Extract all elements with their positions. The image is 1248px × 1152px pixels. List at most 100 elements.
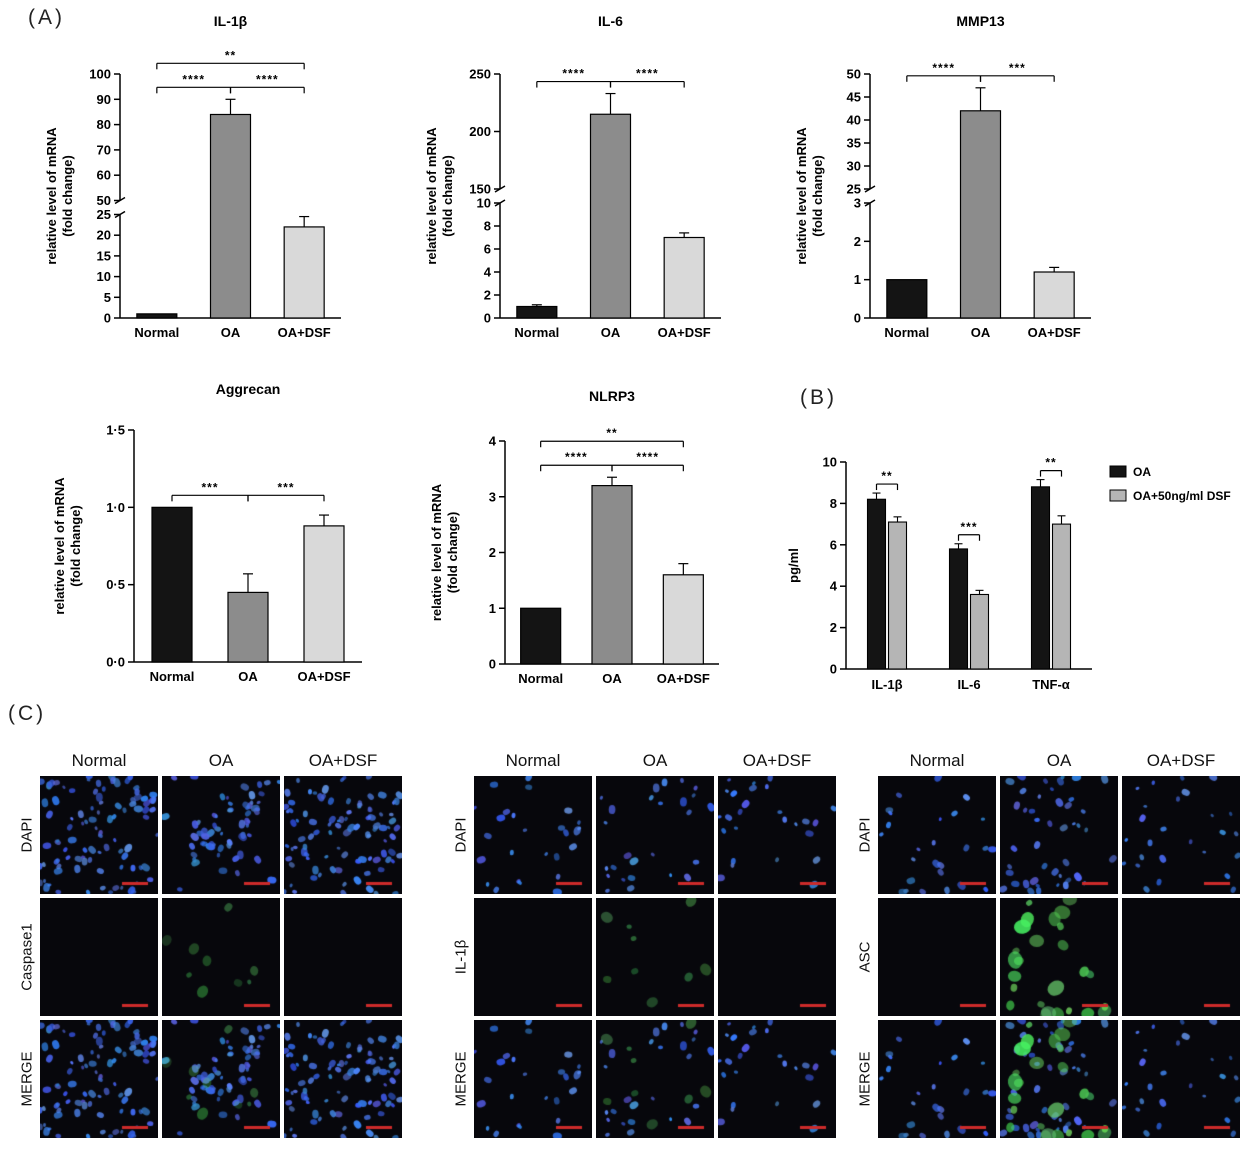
svg-text:1: 1 [489, 601, 496, 616]
micro-image-il1-oadsf [718, 898, 836, 1016]
micro-image-merge-oa [596, 1020, 714, 1138]
micro-row-label: ASC [852, 898, 878, 1016]
svg-text:MMP13: MMP13 [956, 13, 1004, 29]
svg-text:Normal: Normal [518, 671, 563, 686]
svg-text:****: **** [256, 72, 279, 86]
micro-image-dapi-oa [596, 776, 714, 894]
svg-text:Normal: Normal [150, 669, 195, 684]
svg-text:IL-6: IL-6 [957, 677, 980, 692]
svg-text:relative level of mRNA: relative level of mRNA [52, 477, 67, 615]
micro-row: MERGE [852, 1020, 1244, 1138]
micro-image-dapi-oadsf [718, 776, 836, 894]
svg-text:30: 30 [847, 159, 861, 174]
svg-text:relative level of mRNA: relative level of mRNA [424, 127, 439, 265]
micro-grid-2: Normal OA OA+DSF DAPI ASC MERGE [852, 743, 1244, 1142]
micro-image-dapi-normal [474, 776, 592, 894]
svg-text:90: 90 [97, 92, 111, 107]
svg-text:4: 4 [484, 265, 492, 280]
micro-row-label: Caspase1 [14, 898, 40, 1016]
svg-text:***: *** [960, 520, 977, 534]
micro-row-label-text: ASC [856, 941, 874, 973]
micro-row-label: DAPI [14, 776, 40, 894]
micro-row: IL-1β [448, 898, 840, 1016]
svg-text:150: 150 [469, 182, 491, 197]
micro-row-label: IL-1β [448, 898, 474, 1016]
svg-text:**: ** [225, 48, 236, 62]
svg-text:3: 3 [854, 196, 861, 211]
micro-image-merge-normal [474, 1020, 592, 1138]
svg-text:0: 0 [830, 662, 837, 677]
micro-image-asc-oa [1000, 898, 1118, 1016]
svg-text:IL-1β: IL-1β [871, 677, 902, 692]
micro-row-label: MERGE [852, 1020, 878, 1138]
legend-label-1: OA+50ng/ml DSF [1133, 489, 1231, 503]
chart-il1b: 0 5 10 15 20 25 50 60 70 80 90 100 IL-1β relative lev… [40, 10, 355, 362]
svg-text:4: 4 [830, 579, 838, 594]
svg-text:3: 3 [489, 489, 496, 504]
svg-text:0·0: 0·0 [106, 655, 125, 670]
micro-row-label: DAPI [852, 776, 878, 894]
chart-elisa-grouped: 0 2 4 6 8 10 pg/ml IL-1β IL-6 TNF-α ** *** ** OA OA+50… [782, 418, 1242, 713]
svg-text:45: 45 [847, 90, 861, 105]
svg-text:6: 6 [484, 242, 491, 257]
svg-text:***: *** [201, 480, 218, 494]
svg-text:10: 10 [97, 269, 111, 284]
micro-row-label-text: MERGE [856, 1051, 874, 1107]
micro-row: MERGE [448, 1020, 840, 1138]
legend-label-0: OA [1133, 465, 1151, 479]
svg-text:15: 15 [97, 248, 111, 263]
micro-image-il1-normal [474, 898, 592, 1016]
micro-image-asc-normal [878, 898, 996, 1016]
svg-text:IL-1β: IL-1β [214, 13, 248, 29]
svg-text:60: 60 [97, 168, 111, 183]
chart-canvas-nlrp3: 0 1 2 3 4 NLRP3 relative level of mRNA (fold ch… [429, 388, 719, 686]
panel-c-label: (C) [8, 702, 47, 725]
svg-text:35: 35 [847, 136, 861, 151]
micro-image-caspase1-normal [40, 898, 158, 1016]
svg-text:8: 8 [830, 496, 837, 511]
svg-text:****: **** [562, 67, 585, 81]
svg-text:Aggrecan: Aggrecan [216, 381, 281, 397]
panel-b-label: (B) [800, 386, 837, 409]
chart-mmp13: 0 1 2 3 25 30 35 40 45 50 MMP13 relative level of m… [790, 10, 1105, 362]
svg-text:70: 70 [97, 142, 111, 157]
svg-text:OA+DSF: OA+DSF [297, 669, 350, 684]
svg-text:200: 200 [469, 124, 491, 139]
micro-image-caspase1-oa [162, 898, 280, 1016]
micro-image-dapi-normal [40, 776, 158, 894]
svg-text:(fold change): (fold change) [68, 505, 83, 587]
svg-text:25: 25 [847, 182, 861, 197]
micro-row-label: DAPI [448, 776, 474, 894]
svg-text:100: 100 [89, 67, 111, 82]
svg-text:4: 4 [489, 434, 497, 449]
chart-canvas-aggrecan: 0·0 0·5 1·0 1·5 Aggrecan relative level of mR… [52, 381, 362, 684]
micro-image-merge-oadsf [1122, 1020, 1240, 1138]
micro-row-label-text: MERGE [452, 1051, 470, 1107]
svg-text:OA: OA [971, 325, 991, 340]
micro-grid-1: Normal OA OA+DSF DAPI IL-1β MERGE [448, 743, 840, 1142]
svg-text:10: 10 [823, 455, 837, 470]
chart-il6: 0 2 4 6 8 10 150 200 250 IL-6 relative level of mR… [420, 10, 735, 362]
svg-text:relative level of mRNA: relative level of mRNA [794, 127, 809, 265]
svg-text:***: *** [1009, 61, 1026, 75]
micro-column-label: Normal [909, 751, 965, 770]
svg-text:OA: OA [238, 669, 258, 684]
svg-text:OA+DSF: OA+DSF [1028, 325, 1081, 340]
svg-text:****: **** [636, 450, 659, 464]
micro-row-label-text: DAPI [452, 817, 470, 853]
micro-grid-header: Normal OA OA+DSF [852, 743, 1244, 771]
svg-text:IL-6: IL-6 [598, 13, 623, 29]
svg-text:(fold change): (fold change) [445, 512, 460, 594]
micro-row: DAPI [852, 776, 1244, 894]
micro-image-merge-oadsf [284, 1020, 402, 1138]
svg-text:2: 2 [484, 288, 491, 303]
svg-text:OA+DSF: OA+DSF [658, 325, 711, 340]
micro-row-label: MERGE [14, 1020, 40, 1138]
svg-text:pg/ml: pg/ml [786, 548, 801, 583]
svg-text:25: 25 [97, 207, 111, 222]
svg-text:**: ** [881, 469, 892, 483]
svg-text:***: *** [277, 480, 294, 494]
